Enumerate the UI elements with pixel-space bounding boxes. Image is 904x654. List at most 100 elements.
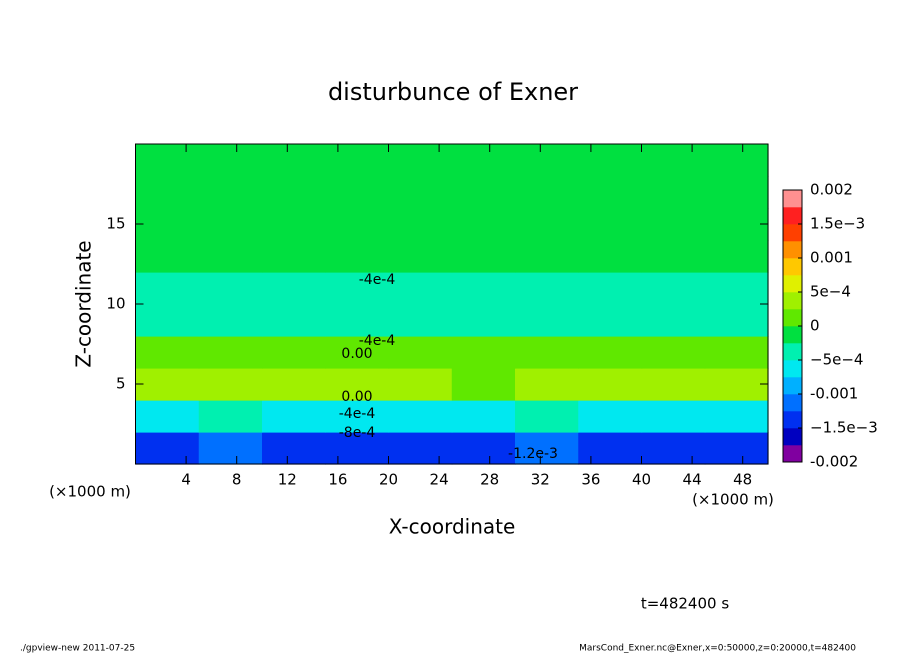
colorbar-band (783, 326, 802, 344)
field-cell (451, 208, 516, 241)
y-tick-label: 10 (106, 295, 125, 313)
field-cell (451, 304, 516, 337)
x-tick-label: 36 (581, 471, 600, 489)
field-cell (641, 432, 706, 465)
field-cell (388, 368, 453, 401)
field-cell (135, 432, 200, 465)
field-cell (515, 240, 579, 273)
x-tick-label: 20 (379, 471, 398, 489)
field-cell (388, 144, 453, 177)
colorbar-band (783, 190, 802, 208)
colorbar-band (783, 292, 802, 310)
field-cell (515, 336, 579, 369)
contour-label: -4e-4 (359, 333, 396, 349)
field-cell (135, 144, 200, 177)
field-cell (325, 144, 390, 177)
field-cell (704, 144, 769, 177)
colorbar-band (783, 258, 802, 276)
field-cell (388, 336, 453, 369)
field-cell (325, 432, 390, 465)
field-cell (262, 176, 326, 209)
field-cell (515, 208, 579, 241)
contour-label: 0.00 (341, 346, 372, 362)
field-cell (388, 432, 453, 465)
field-cell (451, 432, 516, 465)
chart-title: disturbunce of Exner (328, 78, 578, 106)
field-cell (198, 432, 263, 465)
field-cell (325, 400, 390, 433)
colorbar-tick-label: 0.002 (810, 181, 853, 199)
field-cell (388, 208, 453, 241)
field-cell (451, 176, 516, 209)
field-cell (578, 304, 643, 337)
field-cell (325, 208, 390, 241)
field-cell (135, 176, 200, 209)
footer-left: ./gpview-new 2011-07-25 (20, 644, 135, 654)
field-cell (704, 208, 769, 241)
x-tick-label: 12 (278, 471, 297, 489)
field-cell (578, 144, 643, 177)
field-cell (262, 144, 326, 177)
x-tick-label: 24 (430, 471, 449, 489)
field-cell (198, 144, 263, 177)
field-cell (135, 368, 200, 401)
field-cell (135, 304, 200, 337)
field-cell (704, 432, 769, 465)
field-cell (262, 336, 326, 369)
field-cell (325, 176, 390, 209)
colorbar-band (783, 428, 802, 446)
field-cell (515, 176, 579, 209)
colorbar-tick-label: -0.001 (810, 385, 858, 403)
field-cell (388, 176, 453, 209)
field-cell (198, 336, 263, 369)
field-cell (451, 272, 516, 305)
field-cell (198, 240, 263, 273)
field-cell (135, 240, 200, 273)
y-axis-label: Z-coordinate (72, 240, 96, 367)
field-cell (641, 336, 706, 369)
footer-right: MarsCond_Exner.nc@Exner,x=0:50000,z=0:20… (579, 644, 856, 654)
field-cell (451, 240, 516, 273)
field-cell (388, 304, 453, 337)
colorbar-band (783, 343, 802, 361)
field-cell (641, 400, 706, 433)
field-cell (198, 176, 263, 209)
colorbar-band (783, 411, 802, 429)
field-cell (135, 272, 200, 305)
colorbar-tick-label: -0.002 (810, 453, 858, 471)
x-tick-label: 16 (328, 471, 347, 489)
colorbar-tick-label: 0.001 (810, 249, 853, 267)
x-unit-label: (×1000 m) (692, 491, 774, 509)
x-tick-label: 4 (181, 471, 191, 489)
y-tick-label: 15 (106, 215, 125, 233)
field-cell (641, 304, 706, 337)
field-cell (198, 208, 263, 241)
field-cell (262, 304, 326, 337)
x-unit-label: (×1000 m) (49, 483, 131, 501)
contour-label: 0.00 (341, 389, 372, 405)
field-cell (578, 176, 643, 209)
field-cell (641, 144, 706, 177)
field-cell (578, 432, 643, 465)
contour-label: -4e-4 (359, 272, 396, 288)
colorbar-tick-label: 5e−4 (810, 283, 851, 301)
field-cell (388, 240, 453, 273)
colorbar-band (783, 241, 802, 259)
field-cell (198, 272, 263, 305)
x-tick-label: 48 (733, 471, 752, 489)
field-cell (135, 208, 200, 241)
contour-label: -4e-4 (339, 406, 376, 422)
field-cell (451, 144, 516, 177)
field-cell (451, 336, 516, 369)
x-axis-label: X-coordinate (389, 515, 516, 539)
field-cell (641, 240, 706, 273)
field-cell (325, 368, 390, 401)
x-tick-label: 32 (531, 471, 550, 489)
field-cell (704, 240, 769, 273)
colorbar-band (783, 377, 802, 395)
colorbar-band (783, 360, 802, 378)
time-label: t=482400 s (641, 595, 729, 613)
contour-label: -1.2e-3 (508, 446, 558, 462)
contour-label: -8e-4 (339, 425, 376, 441)
field-cell (641, 208, 706, 241)
